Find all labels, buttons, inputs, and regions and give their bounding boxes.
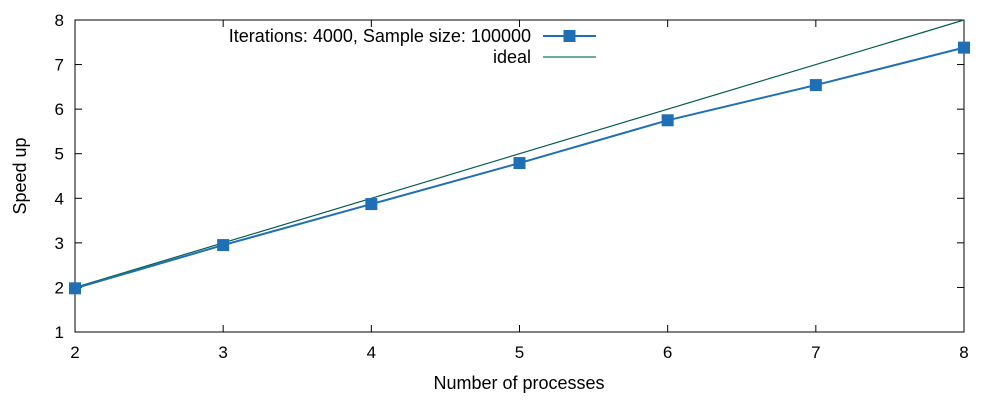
y-ticks: 1 2 3 4 5 6 7 8 [55, 11, 964, 342]
series-layer [69, 19, 970, 295]
y-tick-label: 1 [55, 323, 64, 342]
x-axis-label: Number of processes [433, 373, 604, 393]
data-point-square [958, 41, 970, 54]
data-point-square [69, 282, 81, 295]
legend-label-iterations: Iterations: 4000, Sample size: 100000 [229, 26, 531, 46]
data-point-square [809, 79, 822, 92]
data-point-square [365, 198, 378, 211]
x-tick-label: 6 [663, 343, 672, 362]
y-tick-label: 6 [55, 100, 64, 119]
x-ticks: 2 3 4 5 6 7 8 [70, 20, 969, 362]
x-tick-label: 8 [959, 343, 968, 362]
x-tick-label: 3 [218, 343, 227, 362]
data-point-square [661, 114, 674, 127]
x-tick-label: 4 [367, 343, 376, 362]
y-axis-label: Speed up [10, 137, 30, 214]
legend-marker-square [563, 30, 576, 42]
y-tick-label: 3 [55, 234, 64, 253]
y-tick-label: 7 [55, 56, 64, 75]
y-tick-label: 5 [55, 145, 64, 164]
y-tick-label: 8 [55, 11, 64, 30]
y-tick-label: 2 [55, 278, 64, 297]
legend-label-ideal: ideal [493, 47, 531, 67]
x-tick-label: 7 [811, 343, 820, 362]
x-tick-label: 5 [515, 343, 524, 362]
x-tick-label: 2 [70, 343, 79, 362]
legend: Iterations: 4000, Sample size: 100000ide… [229, 26, 596, 67]
data-point-square [513, 157, 526, 170]
y-tick-label: 4 [55, 189, 64, 208]
data-point-square [217, 239, 230, 252]
